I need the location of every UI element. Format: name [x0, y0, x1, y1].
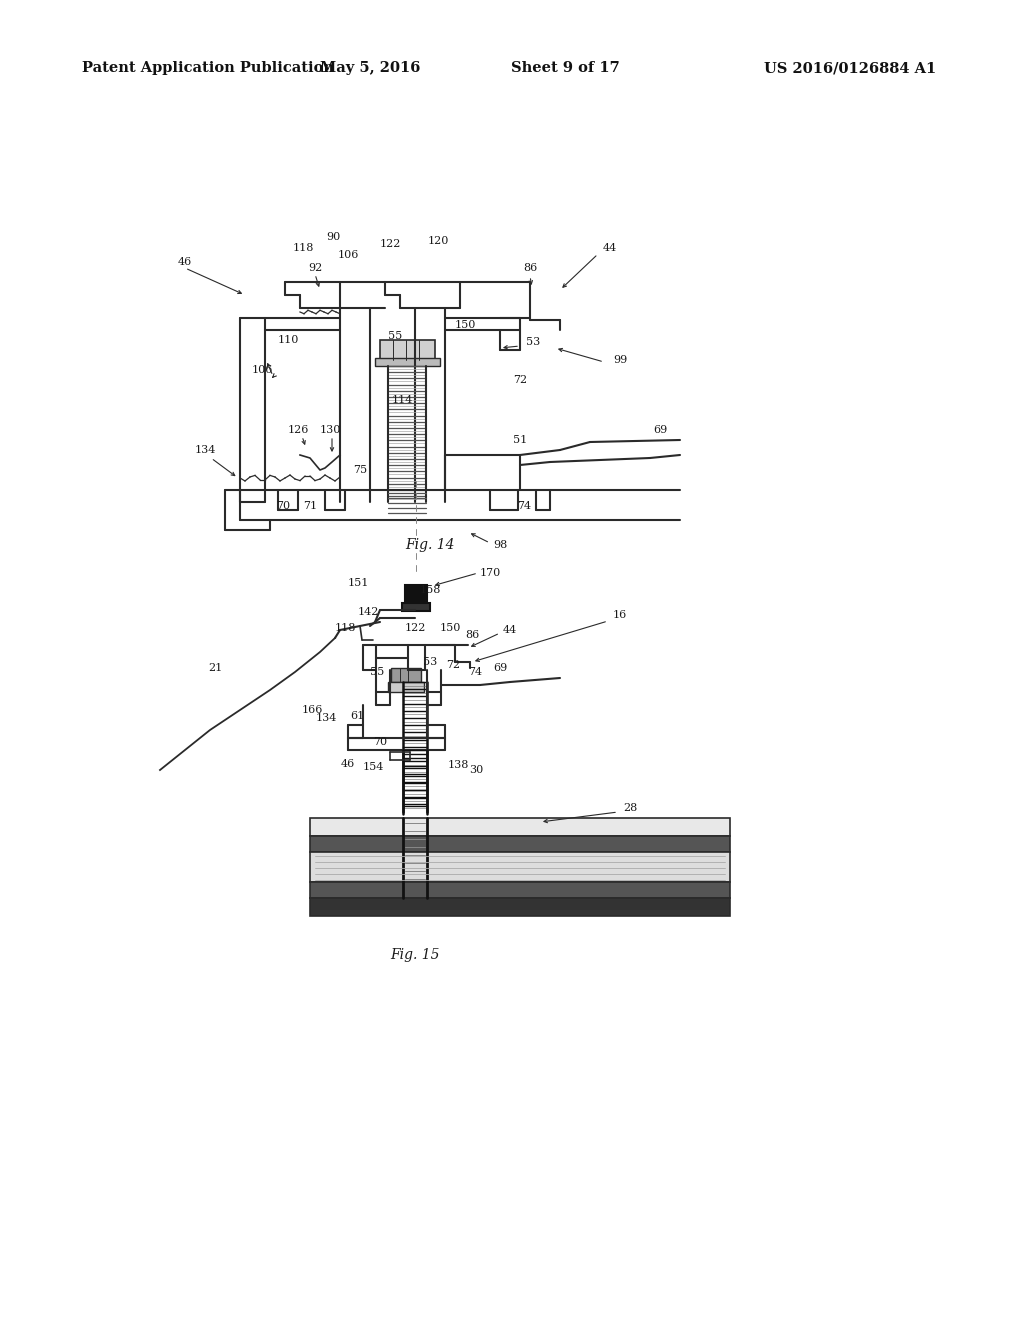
- Text: 74: 74: [517, 502, 531, 511]
- Bar: [310, 882, 730, 898]
- Text: 130: 130: [319, 425, 341, 436]
- Text: 122: 122: [379, 239, 400, 249]
- Bar: [310, 851, 730, 882]
- Text: 75: 75: [353, 465, 367, 475]
- Text: Sheet 9 of 17: Sheet 9 of 17: [511, 61, 620, 75]
- Text: Fig. 15: Fig. 15: [390, 948, 439, 962]
- Text: 69: 69: [653, 425, 667, 436]
- Text: 170: 170: [479, 568, 501, 578]
- Text: 98: 98: [493, 540, 507, 550]
- Text: 55: 55: [370, 667, 384, 677]
- Text: 21: 21: [208, 663, 222, 673]
- Bar: [388, 682, 424, 692]
- Text: 74: 74: [468, 667, 482, 677]
- Text: 106: 106: [251, 366, 272, 375]
- Text: 55: 55: [388, 331, 402, 341]
- Text: 118: 118: [292, 243, 313, 253]
- Bar: [402, 603, 430, 611]
- Text: 44: 44: [503, 624, 517, 635]
- Bar: [380, 341, 435, 360]
- Text: 154: 154: [362, 762, 384, 772]
- Text: Patent Application Publication: Patent Application Publication: [82, 61, 334, 75]
- Text: 110: 110: [278, 335, 299, 345]
- Text: 30: 30: [469, 766, 483, 775]
- Text: 44: 44: [603, 243, 617, 253]
- Bar: [310, 818, 730, 836]
- Text: May 5, 2016: May 5, 2016: [319, 61, 420, 75]
- Bar: [375, 358, 440, 366]
- Text: 71: 71: [303, 502, 317, 511]
- Text: 70: 70: [275, 502, 290, 511]
- Text: 118: 118: [334, 623, 355, 634]
- Text: 150: 150: [439, 623, 461, 634]
- Text: 114: 114: [391, 395, 413, 405]
- Text: Fig. 14: Fig. 14: [406, 539, 455, 552]
- Text: 122: 122: [404, 623, 426, 634]
- Text: 134: 134: [315, 713, 337, 723]
- Text: 70: 70: [373, 737, 387, 747]
- Bar: [406, 585, 427, 603]
- Text: 106: 106: [337, 249, 358, 260]
- Bar: [391, 668, 421, 682]
- Text: 90: 90: [326, 232, 340, 242]
- Text: 151: 151: [347, 578, 369, 587]
- Text: 53: 53: [423, 657, 437, 667]
- Text: 120: 120: [427, 236, 449, 246]
- Bar: [310, 836, 730, 851]
- Text: US 2016/0126884 A1: US 2016/0126884 A1: [764, 61, 936, 75]
- Text: 69: 69: [493, 663, 507, 673]
- Text: 86: 86: [465, 630, 479, 640]
- Text: 72: 72: [513, 375, 527, 385]
- Text: 61: 61: [350, 711, 365, 721]
- Text: 99: 99: [613, 355, 627, 366]
- Text: 142: 142: [357, 607, 379, 616]
- Text: 138: 138: [447, 760, 469, 770]
- Text: 92: 92: [308, 263, 323, 273]
- Text: 16: 16: [613, 610, 627, 620]
- Text: 86: 86: [523, 263, 538, 273]
- Text: 51: 51: [513, 436, 527, 445]
- Text: 72: 72: [445, 660, 460, 671]
- Text: 158: 158: [419, 585, 440, 595]
- Bar: [310, 898, 730, 916]
- Text: 134: 134: [195, 445, 216, 455]
- Text: 53: 53: [526, 337, 540, 347]
- Text: 126: 126: [288, 425, 308, 436]
- Text: 46: 46: [341, 759, 355, 770]
- Text: 28: 28: [623, 803, 637, 813]
- Text: 46: 46: [178, 257, 193, 267]
- Text: 166: 166: [301, 705, 323, 715]
- Text: 150: 150: [455, 319, 476, 330]
